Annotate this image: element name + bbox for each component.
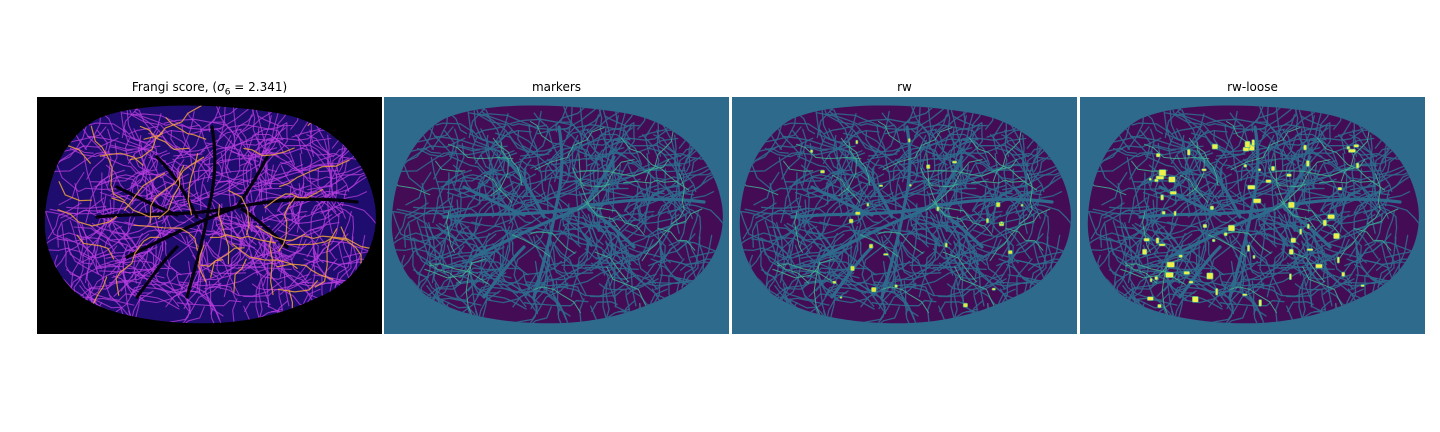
frangi-score-canvas [37,97,382,334]
markers-canvas [384,97,729,334]
markers-image [384,97,729,334]
frangi-score-image [37,97,382,334]
rw-canvas [732,97,1077,334]
panel-title-markers: markers [531,80,582,94]
panel-title-rw: rw [897,80,912,94]
rw-loose-image [1080,97,1425,334]
rw-loose-canvas [1080,97,1425,334]
panel-title-frangi: Frangi score, (σ6 = 2.341) [131,80,288,98]
panel-title-rw-loose: rw-loose [1227,80,1278,94]
rw-image [732,97,1077,334]
